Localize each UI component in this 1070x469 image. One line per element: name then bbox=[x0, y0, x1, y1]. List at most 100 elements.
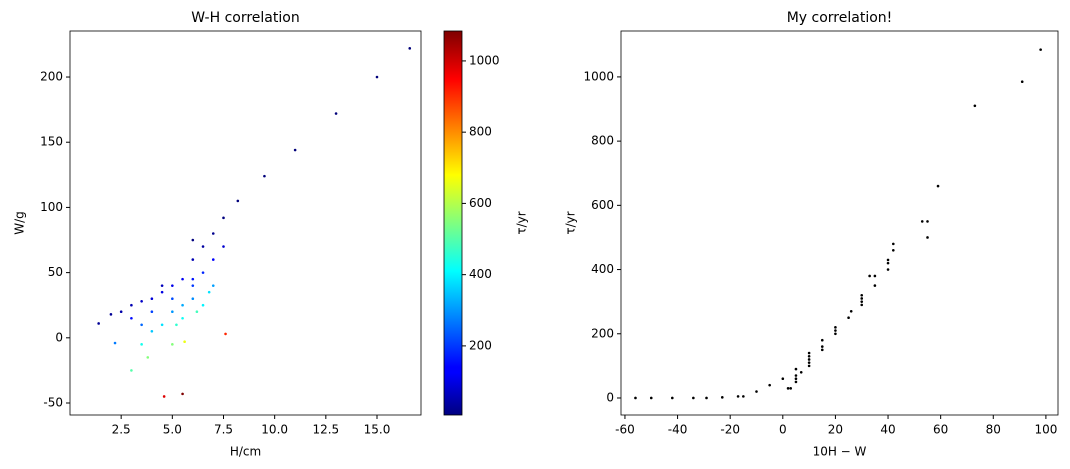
point bbox=[873, 284, 877, 287]
y-tick-label: 400 bbox=[591, 262, 614, 276]
x-tick-label: 60 bbox=[933, 423, 948, 437]
point bbox=[201, 245, 205, 248]
x-tick-label: -40 bbox=[668, 423, 688, 437]
point bbox=[97, 322, 100, 325]
point bbox=[860, 293, 864, 297]
point bbox=[119, 310, 123, 314]
point bbox=[113, 341, 117, 345]
point bbox=[191, 238, 195, 242]
colorbar bbox=[443, 30, 463, 416]
point bbox=[936, 184, 940, 188]
point bbox=[211, 284, 215, 287]
point bbox=[222, 245, 225, 248]
point bbox=[720, 396, 724, 399]
point bbox=[224, 332, 227, 336]
point bbox=[201, 271, 205, 274]
point bbox=[160, 323, 164, 327]
y-tick-label: 200 bbox=[40, 70, 63, 84]
point bbox=[183, 340, 186, 344]
x-tick-label: 15.0 bbox=[364, 423, 391, 437]
point bbox=[191, 277, 195, 281]
point bbox=[886, 258, 890, 262]
x-tick-label: 10.0 bbox=[261, 423, 288, 437]
x-tick-label: 80 bbox=[986, 423, 1001, 437]
point bbox=[150, 329, 154, 333]
x-tick-label: 5.0 bbox=[163, 423, 182, 437]
x-tick-label: 12.5 bbox=[312, 423, 339, 437]
point bbox=[820, 345, 824, 348]
point bbox=[807, 361, 811, 364]
point bbox=[293, 148, 297, 152]
point bbox=[781, 377, 785, 381]
x-tick-label: -20 bbox=[720, 423, 740, 437]
point bbox=[160, 290, 164, 294]
point bbox=[736, 395, 740, 398]
point bbox=[375, 75, 379, 79]
point bbox=[1020, 80, 1024, 84]
x-axis-label: H/cm bbox=[230, 445, 261, 459]
point bbox=[171, 310, 174, 314]
y-axis-label: W/g bbox=[13, 211, 27, 235]
point bbox=[820, 348, 824, 352]
point bbox=[130, 316, 133, 320]
point bbox=[834, 332, 837, 336]
point bbox=[109, 313, 113, 316]
x-tick-label: -60 bbox=[615, 423, 635, 437]
point bbox=[834, 326, 837, 329]
point bbox=[171, 343, 174, 346]
point bbox=[211, 232, 215, 235]
point bbox=[799, 370, 803, 374]
point bbox=[860, 303, 864, 307]
point bbox=[140, 299, 143, 303]
point bbox=[860, 297, 864, 300]
point bbox=[408, 47, 412, 50]
point bbox=[181, 316, 184, 320]
point bbox=[222, 216, 225, 220]
point bbox=[886, 261, 890, 265]
point bbox=[195, 310, 199, 314]
point bbox=[191, 258, 195, 261]
point bbox=[794, 380, 798, 384]
point bbox=[171, 284, 174, 287]
point bbox=[130, 369, 133, 372]
point bbox=[755, 390, 758, 393]
colorbar-label: τ/yr bbox=[515, 211, 529, 234]
x-tick-label: 0 bbox=[779, 423, 787, 437]
y-tick-label: 1000 bbox=[583, 69, 614, 83]
point bbox=[649, 396, 653, 400]
point bbox=[1039, 48, 1042, 51]
point bbox=[334, 112, 338, 115]
point bbox=[789, 387, 792, 390]
point bbox=[692, 396, 695, 400]
y-tick-label: 0 bbox=[606, 390, 614, 404]
y-tick-label: 200 bbox=[591, 326, 614, 340]
x-tick-label: 7.5 bbox=[214, 423, 233, 437]
point bbox=[263, 174, 266, 178]
point bbox=[847, 316, 850, 320]
point bbox=[130, 303, 133, 307]
point bbox=[820, 338, 824, 342]
point bbox=[886, 268, 890, 271]
point bbox=[873, 274, 877, 278]
point bbox=[207, 290, 211, 294]
chart-title: W-H correlation bbox=[191, 10, 299, 26]
point bbox=[973, 104, 977, 108]
point bbox=[868, 274, 871, 278]
point bbox=[146, 356, 150, 359]
y-tick-label: 600 bbox=[591, 198, 614, 212]
point bbox=[807, 364, 811, 368]
colorbar-tick-label: 800 bbox=[469, 125, 492, 139]
point bbox=[742, 395, 745, 398]
y-tick-label: 0 bbox=[55, 330, 63, 344]
point bbox=[140, 323, 143, 327]
x-axis-label: 10H − W bbox=[813, 445, 867, 459]
point bbox=[892, 248, 895, 252]
point bbox=[150, 310, 154, 314]
colorbar-tick-label: 200 bbox=[469, 338, 492, 352]
point bbox=[211, 258, 215, 261]
point bbox=[926, 220, 929, 223]
y-tick-label: -50 bbox=[43, 396, 63, 410]
point bbox=[807, 358, 811, 361]
chart-title: My correlation! bbox=[787, 10, 893, 26]
point bbox=[181, 277, 184, 281]
